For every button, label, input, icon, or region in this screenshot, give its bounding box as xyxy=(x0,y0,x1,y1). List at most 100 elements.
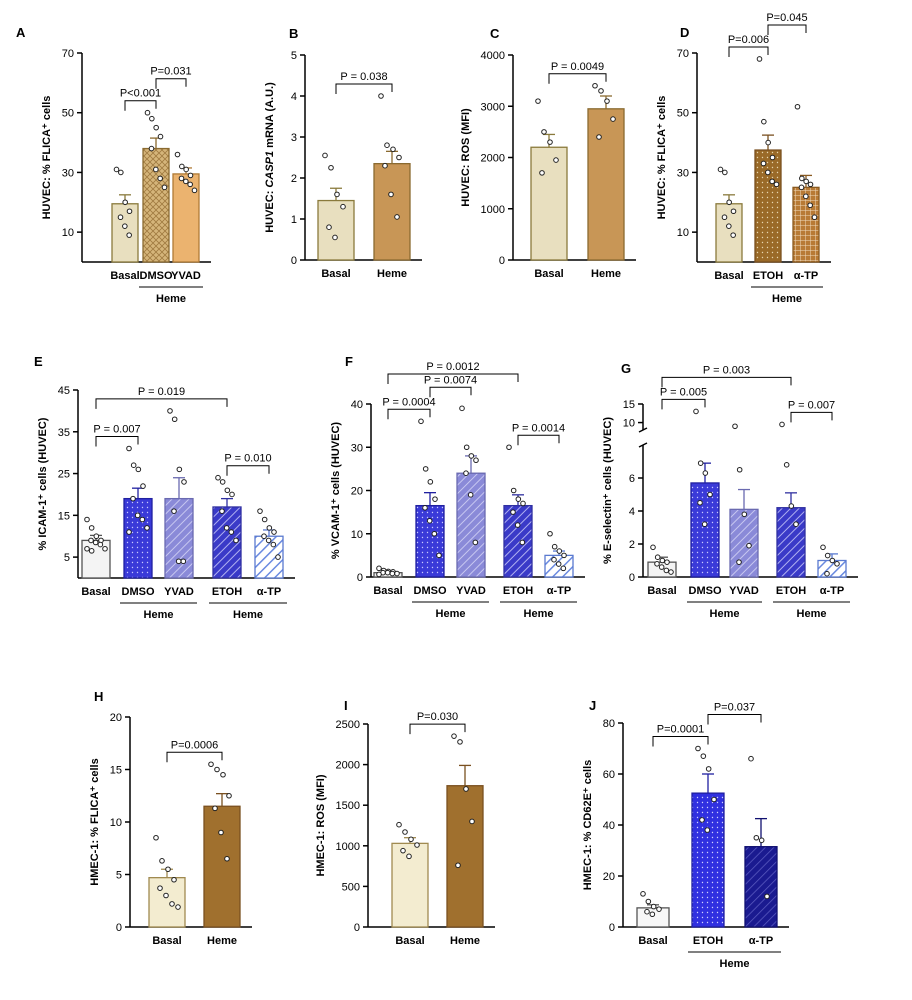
bar-basal xyxy=(530,146,568,261)
data-point xyxy=(153,124,159,131)
y-tick-label: 2 xyxy=(629,539,635,551)
data-point xyxy=(175,904,181,910)
y-tick-label: 25 xyxy=(58,469,70,481)
data-point xyxy=(226,792,232,799)
data-point xyxy=(596,134,602,140)
bar-etoh xyxy=(503,504,533,578)
y-tick-label: 5 xyxy=(116,870,122,882)
data-point xyxy=(664,559,670,565)
group-label: Heme xyxy=(436,608,466,620)
data-point xyxy=(212,805,218,812)
data-point xyxy=(463,470,469,477)
data-point xyxy=(175,558,182,565)
data-point xyxy=(390,146,396,153)
data-point xyxy=(436,552,442,559)
x-tick-label: ETOH xyxy=(776,585,806,597)
data-point xyxy=(427,479,434,485)
x-tick-label: Heme xyxy=(591,268,621,280)
data-point xyxy=(220,771,226,778)
x-tick-label: ETOH xyxy=(693,935,723,947)
bar-yvad xyxy=(729,508,759,578)
p-value-label: P = 0.0074 xyxy=(424,374,477,386)
data-point xyxy=(400,847,406,854)
data-point xyxy=(541,129,547,135)
axis-break-mark xyxy=(638,442,648,448)
data-point xyxy=(829,557,836,564)
p-value-label: P=0.0006 xyxy=(171,739,218,751)
significance-bracket xyxy=(707,714,762,725)
bar-etoh xyxy=(776,507,806,578)
y-tick-label: 70 xyxy=(677,48,689,60)
data-point xyxy=(551,556,557,563)
data-point xyxy=(539,170,545,176)
data-point xyxy=(468,453,475,459)
data-point xyxy=(394,214,400,220)
data-point xyxy=(457,739,463,745)
y-tick-label: 40 xyxy=(351,399,363,411)
x-tick-label: Basal xyxy=(321,268,350,280)
significance-bracket xyxy=(155,78,187,89)
y-tick-label: 20 xyxy=(603,871,615,883)
data-point xyxy=(215,474,221,481)
data-point xyxy=(171,876,177,883)
data-point xyxy=(394,570,400,577)
y-axis-label: HUVEC: % FLICA⁺ cells xyxy=(41,96,53,220)
data-point xyxy=(149,115,155,122)
data-point xyxy=(163,892,169,899)
panel-j: J 0 20 40 60 80 HMEC-1: % CD62E⁺ cells Basal ETO… xyxy=(582,698,789,970)
data-point xyxy=(334,191,340,198)
y-tick-label: 0 xyxy=(629,572,635,584)
data-point xyxy=(756,56,763,62)
x-tick-label: DMSO xyxy=(689,585,722,597)
panel-label: H xyxy=(94,689,103,704)
data-point xyxy=(322,152,328,159)
p-value-label: P = 0.007 xyxy=(788,399,835,411)
panel-d: D 10 30 50 70 HUVEC: % FLICA⁺ cells Basal ETOH α… xyxy=(656,12,831,305)
data-point xyxy=(659,557,666,564)
data-point xyxy=(803,178,809,185)
data-point xyxy=(520,500,526,507)
significance-bracket xyxy=(661,398,706,410)
data-point xyxy=(748,755,754,762)
significance-bracket xyxy=(767,24,807,35)
y-axis-label: HUVEC: % FLICA⁺ cells xyxy=(656,96,668,220)
panel-i: I 0 500 1000 1500 2000 2500 HMEC-1: ROS (MFI) Ba… xyxy=(315,698,495,947)
data-point xyxy=(717,166,724,173)
p-value-label: P = 0.007 xyxy=(93,423,140,435)
data-point xyxy=(722,169,728,176)
data-point xyxy=(746,542,752,549)
x-tick-label: α-TP xyxy=(820,585,844,597)
data-point xyxy=(422,505,428,511)
y-tick-label: 4 xyxy=(629,506,635,518)
significance-bracket xyxy=(95,398,228,409)
bar-heme xyxy=(446,785,484,928)
x-tick-label: α-TP xyxy=(749,935,773,947)
data-point xyxy=(463,444,470,451)
data-point xyxy=(126,529,132,535)
x-tick-label: ETOH xyxy=(503,585,533,597)
data-point xyxy=(191,187,198,194)
data-point xyxy=(547,530,553,537)
x-tick-label: Basal xyxy=(638,935,667,947)
significance-bracket xyxy=(790,411,833,423)
x-tick-label: ETOH xyxy=(753,270,783,282)
data-point xyxy=(265,537,272,544)
data-point xyxy=(261,516,268,523)
p-value-label: P = 0.003 xyxy=(703,364,750,376)
data-point xyxy=(824,570,830,577)
y-axis-label: % ICAM-1⁺ cells (HUVEC) xyxy=(37,417,49,550)
data-point xyxy=(171,416,178,423)
y-tick-label: 2500 xyxy=(336,719,360,731)
data-point xyxy=(555,561,562,567)
y-tick-label: 2 xyxy=(291,173,297,185)
data-point xyxy=(760,160,767,167)
data-point xyxy=(144,525,150,531)
p-value-label: P=0.0001 xyxy=(657,724,704,736)
data-point xyxy=(711,796,717,803)
data-point xyxy=(758,837,765,844)
data-point xyxy=(187,172,194,179)
y-tick-label: 50 xyxy=(62,108,74,120)
bar-basal xyxy=(148,877,186,928)
data-point xyxy=(459,405,465,412)
data-point xyxy=(765,169,771,176)
